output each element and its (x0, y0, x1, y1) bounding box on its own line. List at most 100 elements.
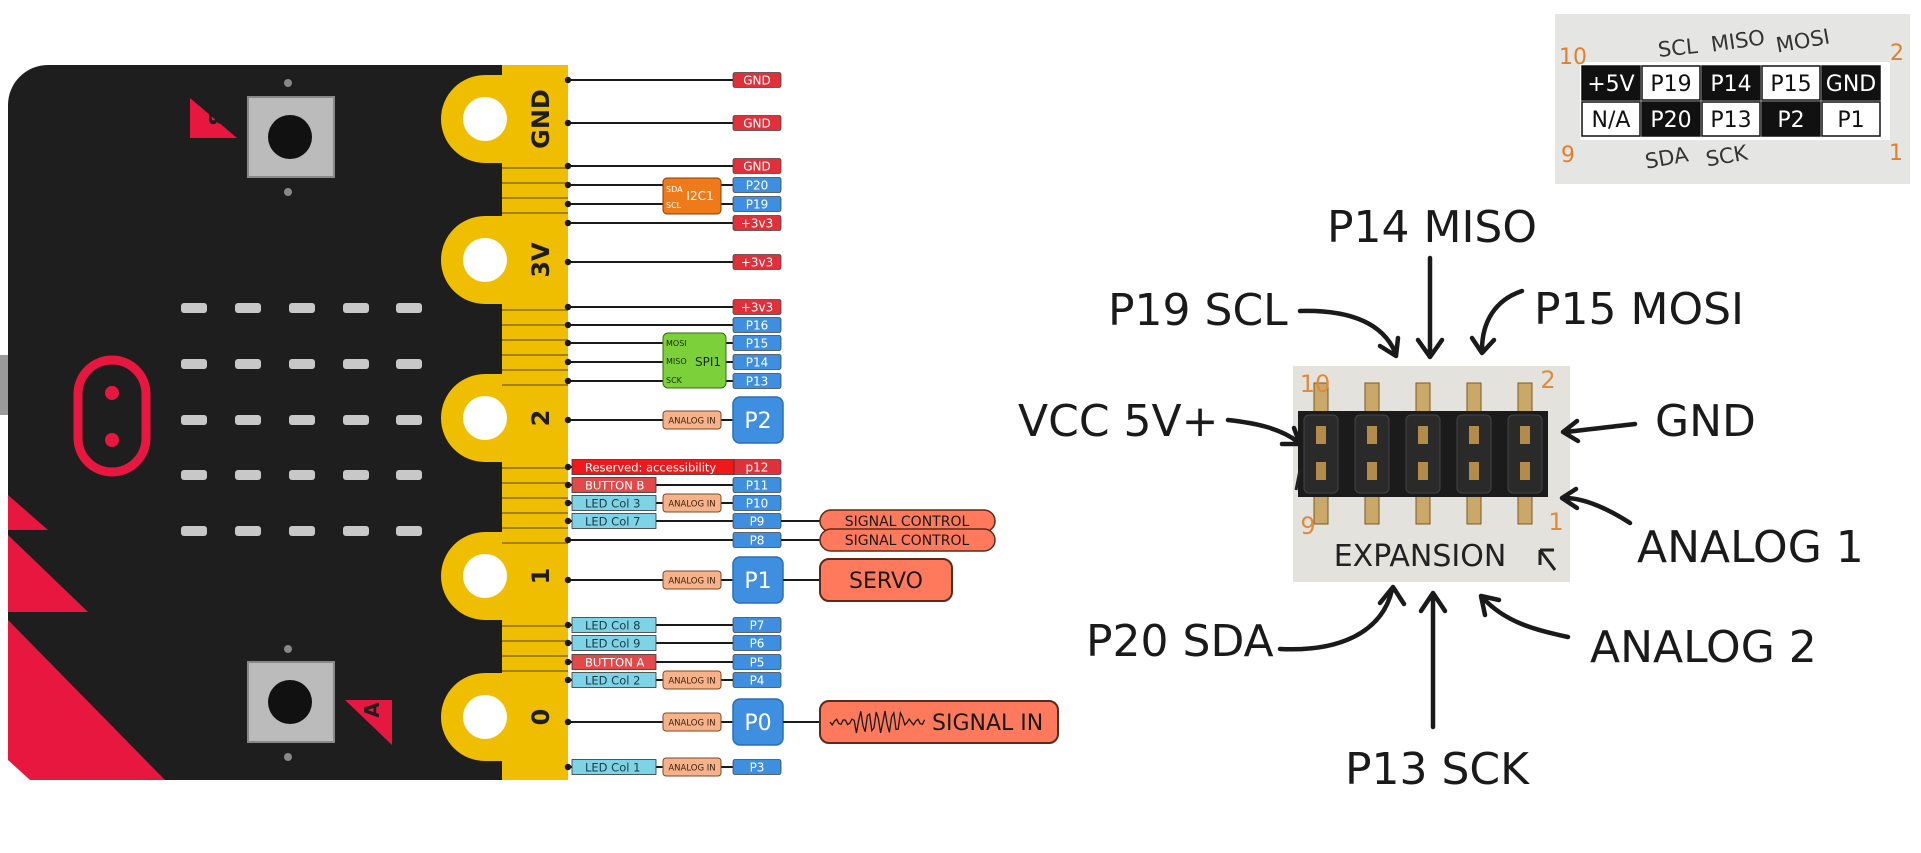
header-pin-bottom (1517, 493, 1533, 525)
pin-label: P11 (746, 479, 769, 493)
arrow-gnd (1560, 418, 1638, 444)
pin-label: GND (743, 74, 771, 88)
i2c-scl-label: SCL (666, 201, 682, 210)
photo-pin-cell (1761, 101, 1821, 137)
pin-row: P9 LED Col 7 SIGNAL CONTROL (564, 509, 996, 533)
header-socket (1405, 414, 1441, 494)
pin-row: +3v3 (564, 215, 782, 231)
board-side-connector (0, 355, 8, 415)
led-3-4 (343, 415, 369, 425)
pin-box (732, 759, 782, 775)
callout-labels: P14 MISO P19 SCL P15 MOSI VCC 5V+ GND AN… (1018, 202, 1864, 795)
led-5-5 (396, 526, 422, 536)
signal-control-label: SIGNAL CONTROL (845, 514, 970, 530)
pin-row: P14 (564, 354, 782, 370)
servo-label: SERVO (849, 569, 923, 594)
arrow-analog1 (1559, 486, 1633, 526)
pin-row: P20 (564, 177, 782, 193)
pin-box (732, 254, 782, 270)
pin-function-box (571, 654, 657, 670)
photo-label-scl: SCL (1657, 34, 1699, 62)
pin-label: GND (743, 160, 771, 174)
led-4-3 (289, 470, 315, 480)
pin-dot (564, 718, 572, 726)
pin-dot (564, 200, 572, 208)
pin-dot (564, 181, 572, 189)
photo-pin-label: GND (1826, 72, 1876, 97)
button-b[interactable] (247, 79, 335, 196)
analog-in-label: ANALOG IN (668, 677, 715, 687)
pin-dot (564, 358, 572, 366)
header-contact (1520, 426, 1530, 444)
spi-line-label: SCK (666, 376, 683, 385)
pin-label: P3 (750, 761, 765, 775)
photo-pin-labels: +5V P19 P14 P15 GND N/A P20 P13 P2 P1 (1581, 65, 1881, 137)
pin-function-label: LED Col 1 (585, 761, 640, 775)
signal-in-label: SIGNAL IN (932, 711, 1043, 736)
photo-pin-label: P15 (1770, 72, 1811, 97)
pin-box (732, 373, 782, 389)
pin-label: p12 (746, 461, 769, 475)
pin-dot (564, 76, 572, 84)
pin-function-box (571, 459, 735, 475)
pin-row: P7 LED Col 8 (564, 617, 782, 633)
pin-dot (564, 517, 572, 525)
pin-dot (564, 536, 572, 544)
led-2-5 (396, 359, 422, 369)
spi-line-label: MOSI (666, 339, 687, 348)
photo-corner-10: 10 (1559, 45, 1587, 70)
analog-in-label: ANALOG IN (668, 500, 715, 510)
spi-box (662, 332, 727, 389)
callout-analog2: ANALOG 2 (1590, 622, 1817, 673)
header-side-mark (1294, 469, 1302, 491)
edge-pad-hole-1 (463, 238, 507, 282)
pin-label: P8 (750, 534, 765, 548)
button-a-label: A (360, 702, 384, 718)
pin-label: P13 (746, 375, 769, 389)
header-contact (1418, 426, 1428, 444)
pin-label: P14 (746, 356, 769, 370)
pin-label: P9 (750, 515, 765, 529)
pin-box (732, 177, 782, 193)
waveform-icon (829, 710, 926, 734)
pin-box (732, 299, 782, 315)
pin-box (732, 617, 782, 633)
led-1-4 (343, 303, 369, 313)
led-1-1 (181, 303, 207, 313)
pin-label: P1 (744, 569, 771, 594)
pin-row: P10 LED Col 3 ANALOG IN (564, 493, 782, 513)
pin-dot (564, 219, 572, 227)
pin-label: P2 (744, 409, 771, 434)
pin-row: P11 BUTTON B (564, 477, 782, 493)
pin-box (732, 158, 782, 174)
pin-row: P5 BUTTON A (564, 654, 782, 670)
photo-pin-cell (1701, 101, 1761, 137)
pin-row: P2 ANALOG IN (564, 396, 784, 444)
led-2-4 (343, 359, 369, 369)
arrow-vcc (1225, 417, 1303, 447)
i2c-label: I2C1 (686, 189, 713, 203)
edge-connector: GND 3V 2 1 0 (441, 65, 568, 780)
header-contact (1469, 426, 1479, 444)
pin-label: +3v3 (741, 256, 773, 270)
pin-row: P4 LED Col 2 ANALOG IN (564, 670, 782, 690)
callout-p14: P14 MISO (1327, 202, 1537, 253)
pin-box (732, 396, 784, 444)
pin-row: P6 LED Col 9 (564, 635, 782, 651)
microbit-logo-icon (73, 355, 151, 477)
photo-pin-cell (1581, 101, 1641, 137)
header-contact (1520, 462, 1530, 480)
pin-dot (564, 258, 572, 266)
pin-dot (564, 639, 572, 647)
callout-gnd: GND (1655, 396, 1756, 447)
header-pin-bottom (1313, 493, 1329, 525)
i2c-sda-label: SDA (666, 185, 683, 194)
arrow-p13 (1418, 590, 1448, 730)
i2c-group: SDA SCL I2C1 (662, 177, 722, 215)
led-3-1 (181, 415, 207, 425)
button-a[interactable] (247, 645, 335, 761)
edge-pad-hole-0 (463, 97, 507, 141)
pin-label: GND (743, 117, 771, 131)
header-number-9: 9 (1300, 512, 1315, 540)
